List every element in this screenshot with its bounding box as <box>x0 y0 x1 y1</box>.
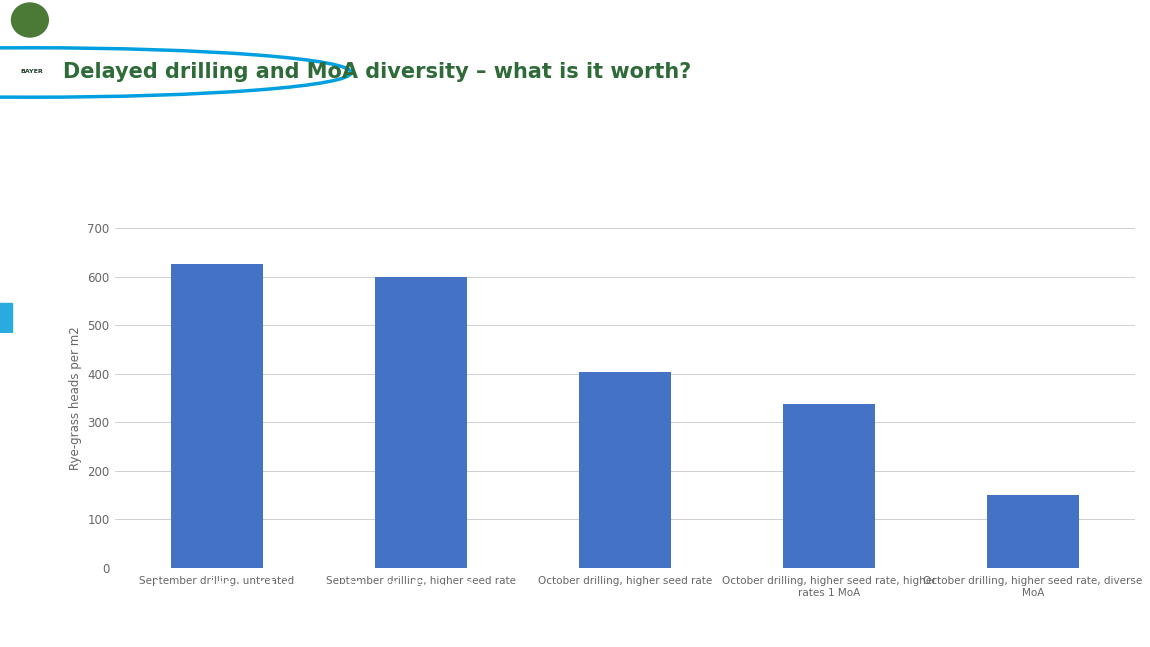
Text: methods: methods <box>181 13 245 27</box>
Circle shape <box>0 48 351 97</box>
Text: NIAB Faversham (Kent) trial site Italian Rye-
grass: NIAB Faversham (Kent) trial site Italian… <box>21 580 507 624</box>
Circle shape <box>0 53 284 92</box>
Text: Delayed drilling and MoA diversity – what is it worth?: Delayed drilling and MoA diversity – wha… <box>63 63 691 83</box>
Text: > Important part of stewardship – if you are going early, what else can you do t: > Important part of stewardship – if you… <box>10 245 585 258</box>
Ellipse shape <box>12 3 48 37</box>
Bar <box>580 372 670 568</box>
Bar <box>171 265 263 568</box>
Text: Trials Results: Trials Results <box>21 111 109 124</box>
Text: > Reduce weed pressure: > Reduce weed pressure <box>10 181 185 193</box>
Text: Crop cultivation: Crop cultivation <box>55 13 179 27</box>
Text: Delayed drilling the best herbicide you have: Delayed drilling the best herbicide you … <box>14 148 308 160</box>
Y-axis label: Rye-grass heads per m2: Rye-grass heads per m2 <box>69 326 82 470</box>
Bar <box>783 404 875 568</box>
Text: [wheat image]: [wheat image] <box>954 155 1036 165</box>
Bar <box>375 276 467 568</box>
Text: Delayed Drilling: Delayed Drilling <box>1009 13 1133 27</box>
Text: > No product/ mix/ or amount can make up the difference of delaying: > No product/ mix/ or amount can make up… <box>10 212 499 225</box>
Bar <box>0 303 12 333</box>
Bar <box>987 495 1079 568</box>
Text: BAYER: BAYER <box>21 69 44 74</box>
Text: MOA's: MOA's <box>21 296 84 314</box>
